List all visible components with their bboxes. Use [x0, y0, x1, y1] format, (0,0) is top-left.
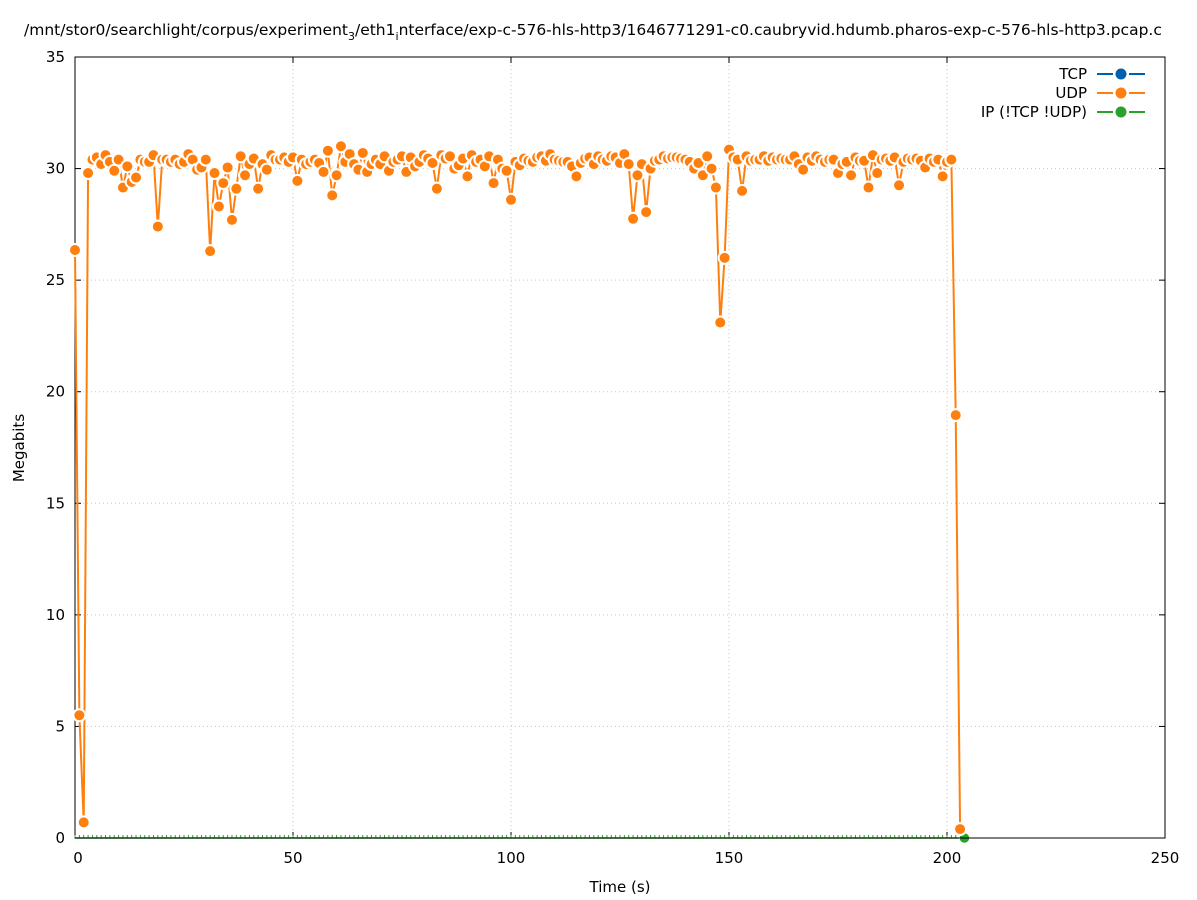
- x-tick-label: 50: [283, 849, 302, 867]
- udp-point: [150, 219, 165, 234]
- y-tick-label: 10: [46, 606, 65, 624]
- udp-point: [429, 181, 444, 196]
- x-tick-label: 0: [73, 849, 83, 867]
- udp-point: [251, 181, 266, 196]
- udp-point: [233, 149, 248, 164]
- legend-item: TCP: [1058, 65, 1145, 83]
- title-part: 3: [348, 30, 355, 43]
- y-tick-label: 30: [46, 160, 65, 178]
- legend-item: IP (!TCP !UDP): [981, 103, 1145, 121]
- title-part: i: [396, 30, 399, 43]
- udp-point: [425, 155, 440, 170]
- legend-label: IP (!TCP !UDP): [981, 103, 1087, 121]
- udp-point: [621, 157, 636, 172]
- udp-point: [211, 199, 226, 214]
- chart-title: /mnt/stor0/searchlight/corpus/experiment…: [24, 21, 1162, 43]
- legend-label: UDP: [1055, 84, 1087, 102]
- legend-marker: [1115, 68, 1127, 80]
- udp-point: [229, 181, 244, 196]
- udp-point: [944, 152, 959, 167]
- udp-point: [325, 188, 340, 203]
- udp-point: [320, 143, 335, 158]
- title-part: nterface/exp-c-576-hls-http3/1646771291-…: [399, 21, 1162, 39]
- udp-point: [216, 176, 231, 191]
- udp-point: [333, 139, 348, 154]
- y-tick-label: 35: [46, 48, 65, 66]
- y-axis-label: Megabits: [10, 414, 28, 482]
- udp-point: [700, 149, 715, 164]
- udp-point: [713, 315, 728, 330]
- udp-point: [68, 243, 82, 258]
- udp-point: [486, 176, 501, 191]
- udp-point: [844, 168, 859, 183]
- udp-point: [220, 160, 235, 175]
- x-tick-label: 150: [715, 849, 744, 867]
- plot-area: [68, 139, 1165, 845]
- udp-point: [259, 162, 274, 177]
- udp-point: [460, 169, 475, 184]
- axes: 0 50 100 150 200 250 0 5 10 15 20 25 30 35: [46, 48, 1179, 867]
- udp-point: [316, 164, 331, 179]
- udp-point: [203, 244, 218, 259]
- udp-point: [708, 180, 723, 195]
- udp-point: [953, 822, 968, 837]
- x-axis-label: Time (s): [589, 878, 651, 896]
- udp-point: [198, 152, 213, 167]
- title-part: /mnt/stor0/searchlight/corpus/experiment: [24, 21, 348, 39]
- udp-point: [948, 408, 963, 423]
- udp-point: [329, 168, 344, 183]
- y-tick-label: 20: [46, 383, 65, 401]
- udp-point: [72, 708, 87, 723]
- y-tick-label: 25: [46, 271, 65, 289]
- y-tick-label: 5: [55, 717, 65, 735]
- udp-point: [120, 159, 135, 174]
- x-tick-label: 250: [1151, 849, 1180, 867]
- udp-point: [935, 169, 950, 184]
- udp-point: [717, 250, 732, 265]
- udp-point: [129, 170, 144, 185]
- x-tick-label: 100: [497, 849, 526, 867]
- legend-label: TCP: [1058, 65, 1087, 83]
- udp-point: [639, 205, 654, 220]
- udp-point: [355, 145, 370, 160]
- udp-point: [861, 180, 876, 195]
- udp-point: [735, 183, 750, 198]
- udp-point: [870, 166, 885, 181]
- y-tick-label: 0: [55, 829, 65, 847]
- udp-point: [569, 169, 584, 184]
- udp-point: [504, 192, 518, 207]
- legend-marker: [1115, 87, 1127, 99]
- y-tick-label: 15: [46, 494, 65, 512]
- x-tick-label: 200: [933, 849, 962, 867]
- udp-point: [499, 163, 514, 178]
- udp-point: [796, 162, 811, 177]
- udp-point: [76, 815, 91, 830]
- udp-point: [81, 166, 96, 181]
- legend-marker: [1115, 106, 1127, 118]
- udp-point: [626, 211, 641, 226]
- udp-point: [224, 212, 239, 227]
- udp-point: [290, 173, 305, 188]
- udp-point: [892, 178, 907, 193]
- udp-point: [442, 149, 457, 164]
- udp-point: [704, 161, 719, 176]
- title-part: /eth1: [355, 21, 396, 39]
- legend-item: UDP: [1055, 84, 1145, 102]
- udp-point: [207, 166, 222, 181]
